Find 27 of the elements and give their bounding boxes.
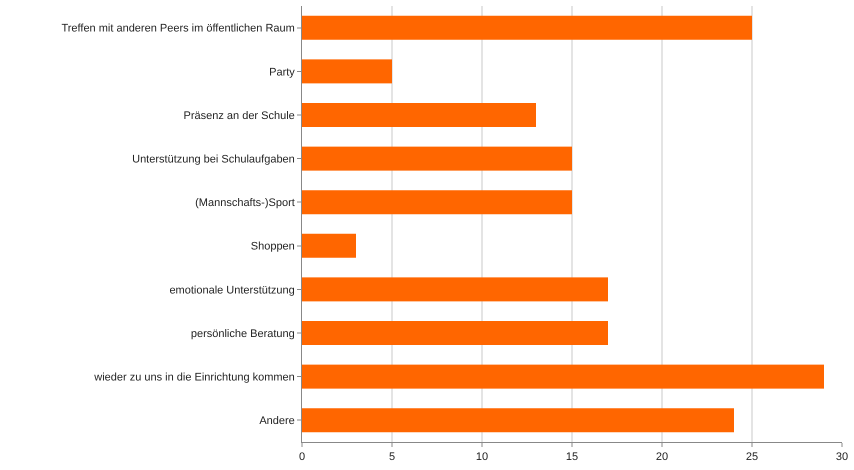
bar: [302, 190, 572, 214]
bar: [302, 408, 734, 432]
y-tick-label: Treffen mit anderen Peers im öffentlichen Raum: [61, 22, 295, 35]
bar: [302, 234, 356, 258]
y-tick-label: Präsenz an der Schule: [184, 110, 295, 122]
bar: [302, 146, 572, 171]
y-tick-label: persönliche Beratung: [190, 328, 295, 340]
x-tick-label: 30: [836, 451, 848, 464]
bar: [302, 59, 392, 84]
y-tick-label: Andere: [259, 415, 295, 428]
x-tick-label: 25: [746, 451, 758, 464]
y-tick-label: Unterstützung bei Schulaufgaben: [132, 153, 295, 166]
bar: [302, 16, 752, 40]
x-tick-label: 5: [388, 451, 396, 464]
x-tick-label: 10: [476, 451, 488, 464]
x-tick-label: 20: [656, 451, 668, 464]
bar: [302, 364, 824, 389]
y-tick-label: (Mannschafts-)Sport: [195, 197, 295, 210]
bar: [302, 277, 608, 302]
y-tick-label: emotionale Unterstützung: [169, 284, 295, 296]
y-tick-label: Party: [269, 66, 296, 78]
x-tick-label: 0: [298, 451, 306, 464]
bar: [302, 321, 608, 345]
x-tick-label: 15: [566, 451, 578, 464]
y-tick-label: Shoppen: [250, 240, 295, 253]
bar: [302, 103, 536, 127]
y-tick-label: wieder zu uns in die Einrichtung kommen: [93, 371, 295, 384]
